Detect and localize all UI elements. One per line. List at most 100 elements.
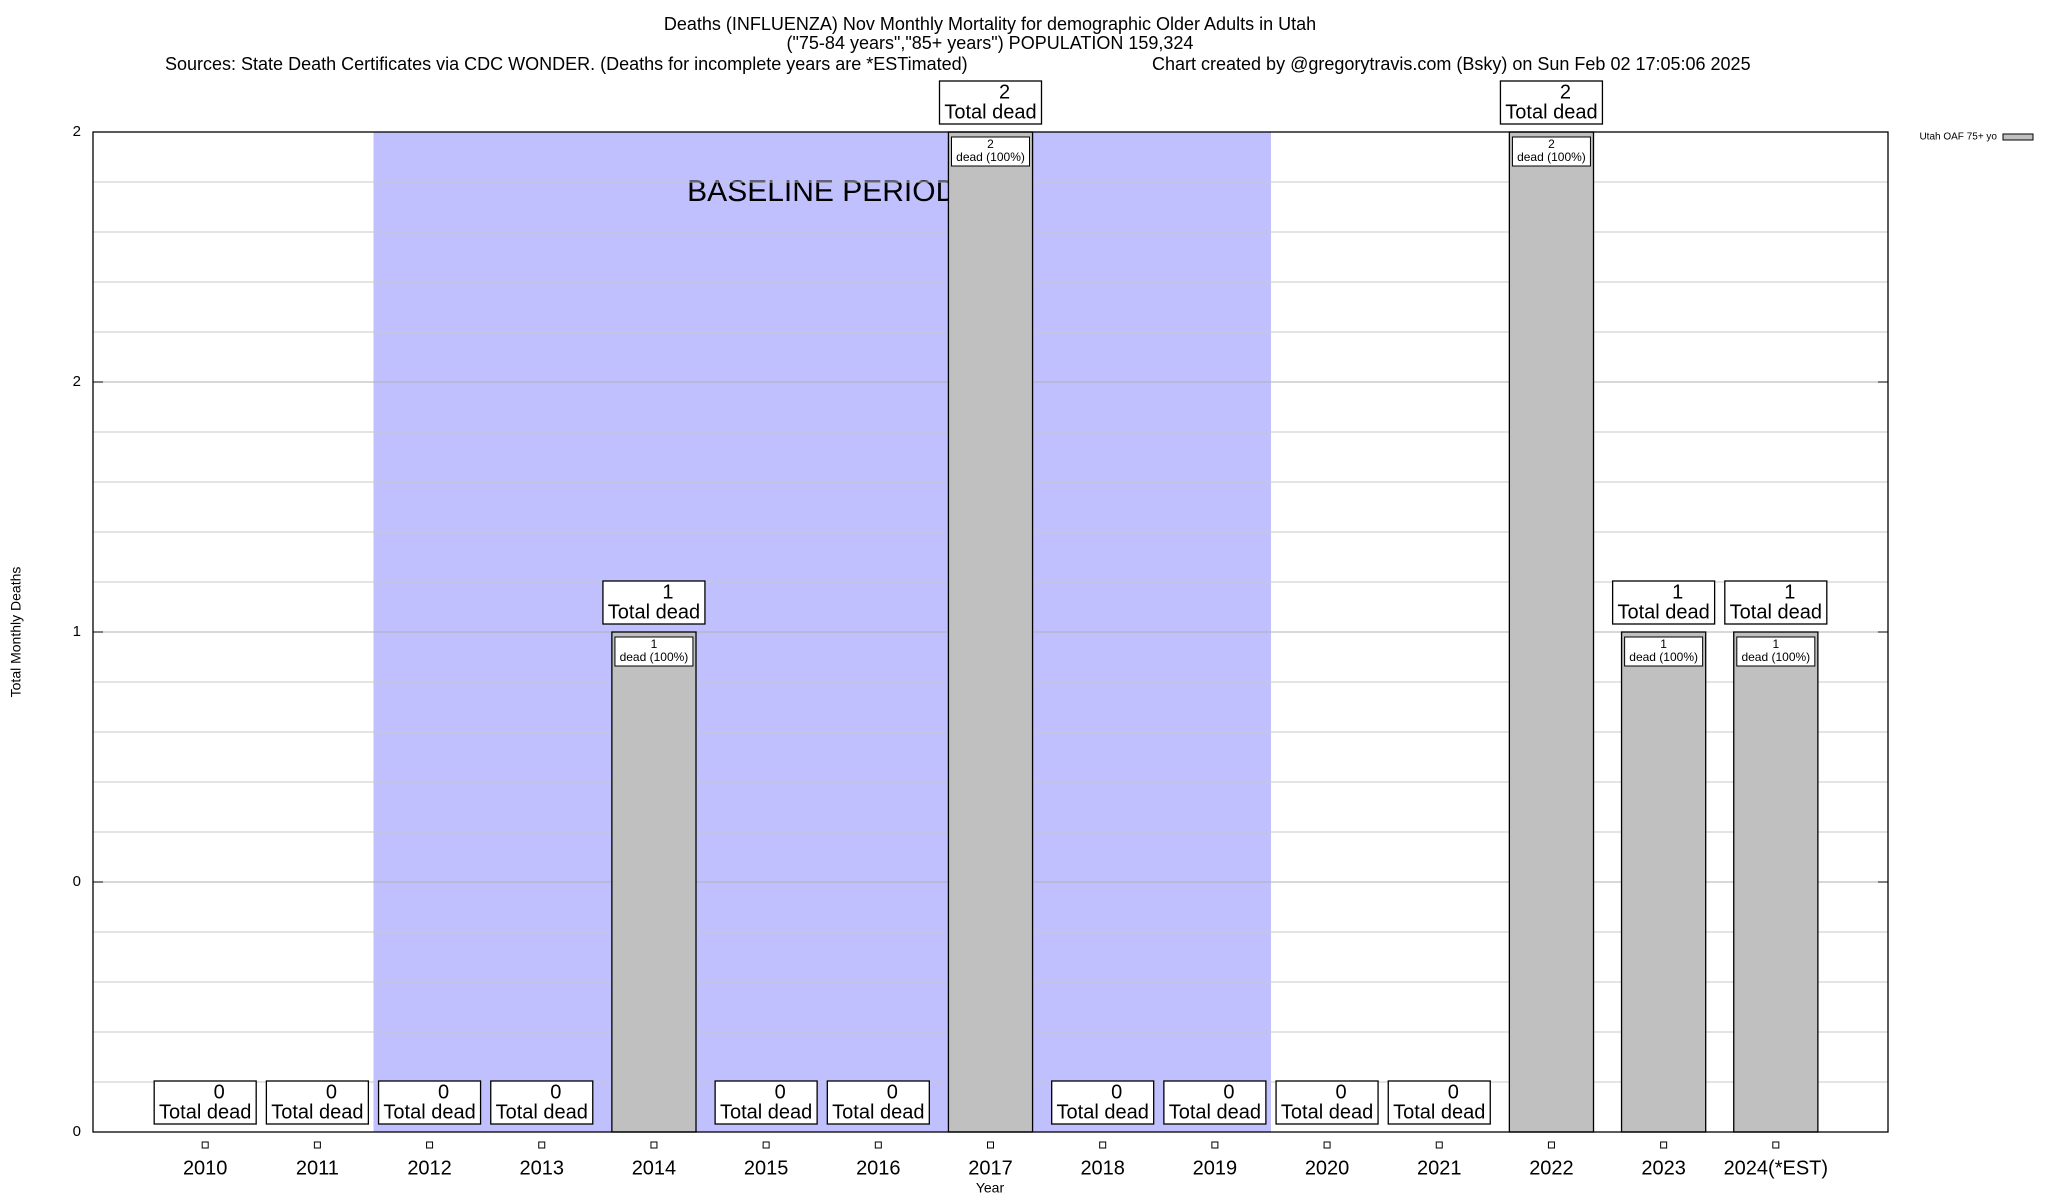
total-value-label: 0 bbox=[1223, 1081, 1234, 1103]
x-tick-label: 2011 bbox=[296, 1157, 339, 1179]
x-tick-label: 2015 bbox=[744, 1157, 789, 1179]
total-text-label: Total dead bbox=[1730, 601, 1822, 623]
total-box bbox=[490, 1080, 594, 1125]
total-text-label: Total dead bbox=[944, 101, 1036, 123]
total-text-label: Total dead bbox=[159, 1101, 251, 1123]
share-text-label: dead (100%) bbox=[1741, 650, 1810, 664]
total-box bbox=[602, 580, 706, 625]
total-value-label: 1 bbox=[1784, 581, 1795, 603]
x-axis-label: Year bbox=[976, 1180, 1005, 1196]
total-text-label: Total dead bbox=[832, 1101, 924, 1123]
total-text-label: Total dead bbox=[1057, 1101, 1149, 1123]
chart-subtitle: ("75-84 years","85+ years") POPULATION 1… bbox=[787, 33, 1194, 53]
x-tick-label: 2013 bbox=[520, 1157, 565, 1179]
total-value-label: 2 bbox=[1560, 81, 1571, 103]
total-box bbox=[938, 80, 1043, 125]
x-tick-label: 2019 bbox=[1193, 1157, 1238, 1179]
share-box bbox=[1511, 136, 1591, 167]
share-box bbox=[1624, 636, 1704, 667]
total-box bbox=[377, 1080, 482, 1125]
total-value-label: 0 bbox=[775, 1081, 786, 1103]
share-box bbox=[1736, 636, 1816, 667]
total-box bbox=[1499, 80, 1604, 125]
x-tick-marker bbox=[1435, 1141, 1443, 1149]
x-tick-marker bbox=[1772, 1141, 1780, 1149]
x-tick-marker bbox=[1099, 1141, 1107, 1149]
bar bbox=[1733, 631, 1819, 1133]
bar bbox=[1508, 131, 1595, 1133]
y-tick-label: 1 bbox=[73, 623, 81, 640]
total-text-label: Total dead bbox=[720, 1101, 812, 1123]
share-text-label: dead (100%) bbox=[1629, 650, 1698, 664]
legend-swatch bbox=[2002, 133, 2034, 141]
baseline-label: BASELINE PERIOD bbox=[687, 175, 957, 208]
x-tick-marker bbox=[201, 1141, 209, 1149]
total-box bbox=[265, 1080, 370, 1125]
plot-frame bbox=[92, 131, 1889, 1133]
total-value-label: 0 bbox=[1111, 1081, 1122, 1103]
total-text-label: Total dead bbox=[1617, 601, 1709, 623]
total-text-label: Total dead bbox=[608, 601, 700, 623]
total-value-label: 0 bbox=[326, 1081, 337, 1103]
total-value-label: 0 bbox=[214, 1081, 225, 1103]
total-text-label: Total dead bbox=[496, 1101, 588, 1123]
share-value-label: 1 bbox=[1772, 637, 1779, 651]
x-tick-marker bbox=[1323, 1141, 1331, 1149]
share-text-label: dead (100%) bbox=[620, 650, 689, 664]
total-value-label: 0 bbox=[550, 1081, 561, 1103]
x-tick-label: 2020 bbox=[1305, 1157, 1350, 1179]
total-text-label: Total dead bbox=[383, 1101, 475, 1123]
total-box bbox=[714, 1080, 818, 1125]
total-value-label: 0 bbox=[887, 1081, 898, 1103]
x-tick-marker bbox=[1547, 1141, 1555, 1149]
share-value-label: 2 bbox=[987, 137, 994, 151]
x-tick-label: 2012 bbox=[407, 1157, 452, 1179]
x-tick-label: 2022 bbox=[1529, 1157, 1574, 1179]
total-box bbox=[826, 1080, 930, 1125]
total-value-label: 0 bbox=[1448, 1081, 1459, 1103]
total-value-label: 1 bbox=[1672, 581, 1683, 603]
chart-credit: Chart created by @gregorytravis.com (Bsk… bbox=[1152, 54, 1751, 74]
share-value-label: 1 bbox=[651, 637, 658, 651]
total-box bbox=[1051, 1080, 1155, 1125]
y-tick-label: 2 bbox=[73, 123, 81, 140]
x-tick-label: 2014 bbox=[632, 1157, 677, 1179]
share-text-label: dead (100%) bbox=[1517, 150, 1586, 164]
total-value-label: 1 bbox=[662, 581, 673, 603]
bar bbox=[947, 131, 1034, 1133]
x-tick-marker bbox=[313, 1141, 321, 1149]
total-text-label: Total dead bbox=[1393, 1101, 1485, 1123]
total-value-label: 0 bbox=[438, 1081, 449, 1103]
x-tick-label: 2021 bbox=[1417, 1157, 1462, 1179]
x-tick-marker bbox=[538, 1141, 546, 1149]
total-box bbox=[153, 1080, 257, 1125]
x-tick-marker bbox=[1211, 1141, 1219, 1149]
total-text-label: Total dead bbox=[1169, 1101, 1261, 1123]
x-tick-label: 2023 bbox=[1641, 1157, 1686, 1179]
total-box bbox=[1275, 1080, 1379, 1125]
y-axis-label: Total Monthly Deaths bbox=[8, 567, 24, 698]
total-text-label: Total dead bbox=[1281, 1101, 1373, 1123]
x-tick-marker bbox=[650, 1141, 658, 1149]
x-tick-marker bbox=[762, 1141, 770, 1149]
total-text-label: Total dead bbox=[271, 1101, 363, 1123]
y-tick-label: 2 bbox=[73, 373, 81, 390]
x-tick-label: 2017 bbox=[968, 1157, 1013, 1179]
total-box bbox=[1611, 580, 1716, 625]
bar bbox=[611, 631, 697, 1133]
x-tick-label: 2018 bbox=[1080, 1157, 1125, 1179]
x-tick-marker bbox=[987, 1141, 994, 1149]
x-tick-label: 2016 bbox=[856, 1157, 901, 1179]
total-value-label: 0 bbox=[1336, 1081, 1347, 1103]
y-tick-label: 0 bbox=[73, 1123, 81, 1140]
x-tick-marker bbox=[874, 1141, 882, 1149]
y-tick-label: 0 bbox=[73, 873, 81, 890]
total-box bbox=[1387, 1080, 1491, 1125]
x-tick-label: 2024(*EST) bbox=[1724, 1157, 1829, 1179]
share-text-label: dead (100%) bbox=[956, 150, 1025, 164]
share-value-label: 2 bbox=[1548, 137, 1555, 151]
x-tick-marker bbox=[426, 1141, 434, 1149]
share-box bbox=[614, 636, 694, 667]
chart-source: Sources: State Death Certificates via CD… bbox=[165, 54, 968, 74]
